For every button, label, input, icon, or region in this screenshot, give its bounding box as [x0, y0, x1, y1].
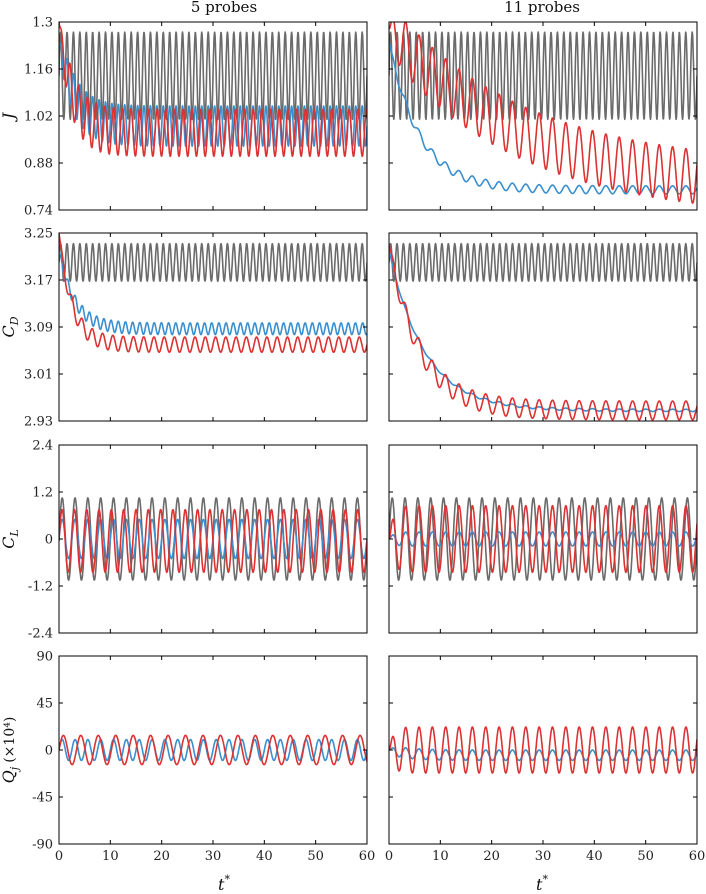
- series-group: [59, 497, 367, 581]
- y-tick-label: -90: [32, 838, 53, 853]
- y-tick-label: -2.4: [28, 627, 53, 642]
- panel-J-left: 0.74 0.88 1.02 1.16 1.3 J: [0, 16, 368, 219]
- series-group: [389, 22, 697, 204]
- y-tick-label: 3.17: [24, 274, 53, 289]
- y-tick-label: 1.16: [24, 63, 53, 78]
- x-tick-label: 30: [535, 849, 552, 864]
- series-group: [389, 726, 697, 774]
- y-tick-label: -45: [32, 791, 53, 806]
- series-group: [389, 497, 697, 581]
- y-tick-label: 0: [45, 744, 53, 759]
- y-axis-label-CD: CD: [0, 316, 21, 337]
- series-line-baseline: [59, 31, 367, 121]
- y-tick-label: 2.93: [24, 415, 53, 430]
- x-tick-label: 10: [432, 849, 449, 864]
- y-tick-label: 2.4: [32, 439, 53, 454]
- series-line-baseline: [389, 242, 697, 282]
- panel-J-right: [388, 21, 698, 211]
- panel-CD-right: [388, 232, 698, 422]
- x-tick-label: 50: [637, 849, 654, 864]
- series-group: [389, 242, 697, 421]
- panel-CL-left: -2.4 -1.2 0 1.2 2.4 CL: [0, 439, 368, 642]
- series-line-red: [389, 244, 697, 421]
- series-line-baseline: [389, 31, 697, 121]
- x-tick-label: 20: [483, 849, 500, 864]
- series-group: [59, 233, 367, 353]
- y-tick-label: 1.3: [32, 16, 53, 31]
- series-line-red: [389, 726, 697, 774]
- y-tick-label: 3.09: [24, 321, 53, 336]
- x-tick-label: 40: [256, 849, 273, 864]
- x-tick-label: 40: [586, 849, 603, 864]
- y-tick-label: 90: [36, 650, 53, 665]
- series-line-red: [59, 22, 367, 158]
- series-line-red: [59, 233, 367, 353]
- y-tick-label: 3.25: [24, 227, 53, 242]
- y-tick-label: -1.2: [28, 580, 53, 595]
- x-tick-label: 30: [205, 849, 222, 864]
- y-tick-label: 45: [36, 697, 53, 712]
- y-tick-label: 1.2: [32, 486, 53, 501]
- x-tick-label: 0: [55, 849, 63, 864]
- y-tick-label: 1.02: [24, 110, 53, 125]
- x-tick-label: 60: [689, 849, 706, 864]
- column-title-11-probes: 11 probes: [504, 0, 580, 16]
- x-tick-label: 10: [102, 849, 119, 864]
- y-tick-label: 0.88: [24, 157, 53, 172]
- y-tick-label: 3.01: [24, 368, 53, 383]
- y-tick-label: 0: [45, 533, 53, 548]
- x-tick-label: 50: [307, 849, 324, 864]
- series-line-blue: [59, 738, 367, 762]
- x-axis-label-left: t*: [218, 873, 230, 894]
- x-tick-label: 0: [385, 849, 393, 864]
- y-axis-label-Qj: Qj(×10⁴): [0, 717, 21, 784]
- column-title-5-probes: 5 probes: [191, 0, 257, 16]
- series-line-blue: [389, 41, 697, 195]
- series-line-red: [389, 22, 697, 204]
- y-tick-label: 0.74: [24, 204, 53, 219]
- x-tick-label: 20: [153, 849, 170, 864]
- series-line-red: [59, 508, 367, 574]
- panel-Qj-right: 0 10 20 30 40 50 60: [385, 655, 706, 864]
- series-group: [59, 22, 367, 158]
- panel-grid: 0.74 0.88 1.02 1.16 1.3 J 2.93 3.01 3.09 3.17 3.25…: [0, 16, 705, 865]
- x-axis-label-right: t*: [536, 873, 548, 894]
- y-axis-label-CL: CL: [0, 529, 21, 549]
- series-line-red: [389, 504, 697, 574]
- panel-CL-right: [388, 444, 698, 634]
- series-line-baseline: [59, 242, 367, 282]
- series-line-red: [59, 734, 367, 766]
- series-line-blue: [59, 250, 367, 336]
- panel-CD-left: 2.93 3.01 3.09 3.17 3.25 CD: [0, 227, 368, 430]
- y-axis-label-J: J: [0, 111, 18, 122]
- panel-Qj-left: -90 -45 0 45 90 0 10 20 30 40 50 60 Qj(×10⁴): [0, 650, 375, 865]
- x-tick-label: 60: [359, 849, 376, 864]
- series-group: [59, 734, 367, 766]
